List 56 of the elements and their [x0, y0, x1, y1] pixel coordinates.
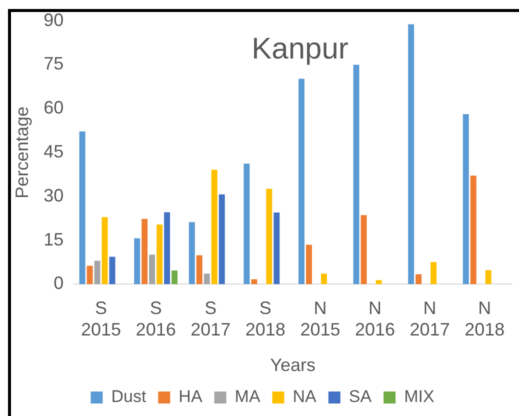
bar [266, 188, 272, 284]
x-tick-label: N 2018 [464, 298, 505, 340]
x-axis-title: Years [270, 355, 316, 376]
legend-label: HA [178, 387, 203, 406]
bar [298, 78, 304, 284]
legend-label: Dust [111, 387, 146, 406]
x-tick-label: N 2016 [354, 298, 396, 340]
y-tick-label: 75 [44, 54, 64, 74]
bar [320, 274, 327, 284]
bar [244, 164, 250, 284]
bar [211, 170, 218, 284]
y-tick-label: 90 [44, 10, 64, 30]
bar [251, 279, 258, 284]
bar [462, 114, 469, 284]
bar [485, 270, 492, 284]
bar [156, 224, 163, 284]
bar [274, 212, 280, 284]
x-tick-label: S 2018 [245, 298, 286, 340]
bar [142, 218, 148, 284]
bar [360, 215, 367, 284]
x-tick-label: N 2017 [410, 298, 450, 340]
bar [79, 131, 86, 284]
bar [94, 260, 100, 284]
y-tick-label: 30 [44, 185, 64, 206]
chart-title: Kanpur [252, 32, 348, 66]
legend-label: SA [348, 387, 372, 406]
bar [149, 254, 156, 284]
y-tick-label: 60 [44, 98, 64, 118]
legend-label: MA [234, 387, 261, 406]
bar [172, 270, 178, 284]
bar [86, 266, 93, 284]
y-tick-label: 15 [44, 229, 64, 250]
bar [188, 222, 195, 284]
bar [430, 262, 437, 284]
x-tick-label: N 2015 [300, 298, 340, 340]
bar [306, 244, 312, 284]
x-tick-label: S 2016 [136, 298, 176, 340]
bar [102, 217, 108, 284]
bar [196, 255, 202, 284]
legend-label: NA [292, 387, 318, 406]
bar [204, 274, 210, 284]
bar [470, 176, 476, 284]
x-tick-label: S 2015 [80, 298, 122, 340]
bar [353, 64, 360, 284]
bar [218, 194, 225, 284]
bar [416, 274, 422, 284]
y-axis-title: Percentage [12, 106, 32, 199]
bar [376, 280, 382, 284]
bar [408, 24, 414, 284]
bar [164, 212, 170, 284]
x-tick-label: S 2017 [190, 298, 231, 340]
bar [109, 256, 116, 284]
legend-label: MIX [404, 387, 434, 406]
y-tick-label: 0 [54, 273, 64, 294]
y-tick-label: 45 [44, 141, 64, 162]
bar [134, 238, 140, 284]
